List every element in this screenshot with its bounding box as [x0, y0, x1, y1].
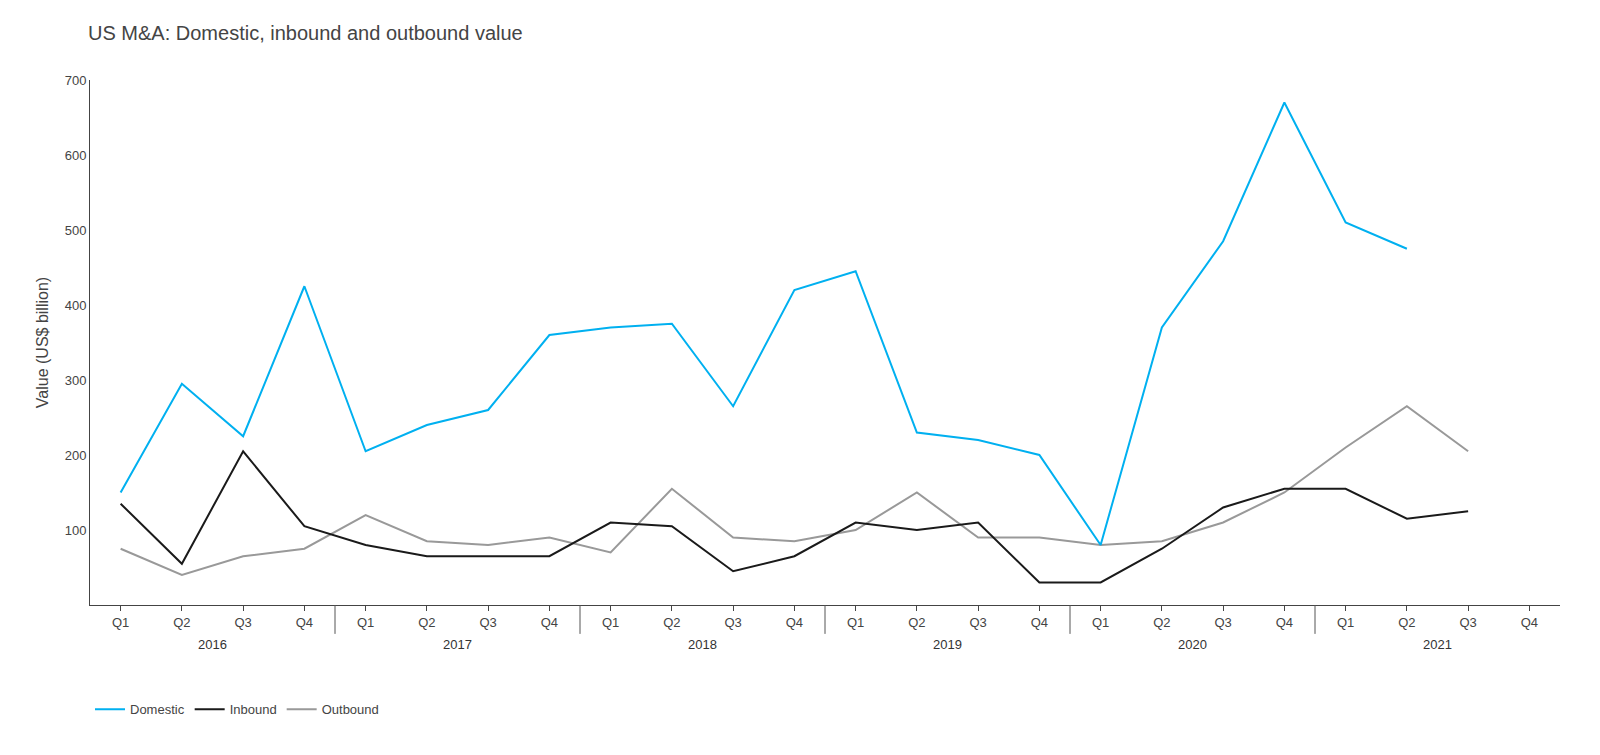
svg-text:Q3: Q3 — [1214, 615, 1231, 630]
svg-text:Q3: Q3 — [724, 615, 741, 630]
svg-text:Q2: Q2 — [1398, 615, 1415, 630]
svg-text:Domestic: Domestic — [130, 702, 185, 717]
svg-text:Q4: Q4 — [541, 615, 558, 630]
svg-text:Q1: Q1 — [847, 615, 864, 630]
svg-text:2021: 2021 — [1423, 637, 1452, 652]
svg-text:2020: 2020 — [1178, 637, 1207, 652]
svg-text:Q4: Q4 — [296, 615, 313, 630]
svg-text:Q3: Q3 — [479, 615, 496, 630]
svg-text:Q4: Q4 — [1521, 615, 1538, 630]
svg-text:300: 300 — [65, 373, 87, 388]
svg-text:Q4: Q4 — [1276, 615, 1293, 630]
svg-text:2016: 2016 — [198, 637, 227, 652]
svg-text:Outbound: Outbound — [322, 702, 379, 717]
svg-text:700: 700 — [65, 73, 87, 88]
svg-text:Q1: Q1 — [357, 615, 374, 630]
svg-text:Q1: Q1 — [1337, 615, 1354, 630]
svg-text:Q1: Q1 — [1092, 615, 1109, 630]
svg-text:Q1: Q1 — [112, 615, 129, 630]
svg-text:Value (US$ billion): Value (US$ billion) — [34, 277, 51, 408]
svg-text:Q2: Q2 — [1153, 615, 1170, 630]
svg-text:2018: 2018 — [688, 637, 717, 652]
svg-text:100: 100 — [65, 523, 87, 538]
svg-text:600: 600 — [65, 148, 87, 163]
svg-text:200: 200 — [65, 448, 87, 463]
svg-text:2017: 2017 — [443, 637, 472, 652]
svg-text:US M&A: Domestic, inbound and: US M&A: Domestic, inbound and outbound v… — [88, 22, 523, 44]
svg-text:Q2: Q2 — [418, 615, 435, 630]
svg-text:Q4: Q4 — [786, 615, 803, 630]
svg-text:Q1: Q1 — [602, 615, 619, 630]
svg-text:Q2: Q2 — [173, 615, 190, 630]
svg-text:2019: 2019 — [933, 637, 962, 652]
svg-text:500: 500 — [65, 223, 87, 238]
svg-text:Q4: Q4 — [1031, 615, 1048, 630]
svg-text:400: 400 — [65, 298, 87, 313]
svg-text:Inbound: Inbound — [230, 702, 277, 717]
svg-text:Q3: Q3 — [234, 615, 251, 630]
svg-text:Q3: Q3 — [1459, 615, 1476, 630]
svg-text:Q2: Q2 — [663, 615, 680, 630]
svg-text:Q3: Q3 — [969, 615, 986, 630]
svg-text:Q2: Q2 — [908, 615, 925, 630]
